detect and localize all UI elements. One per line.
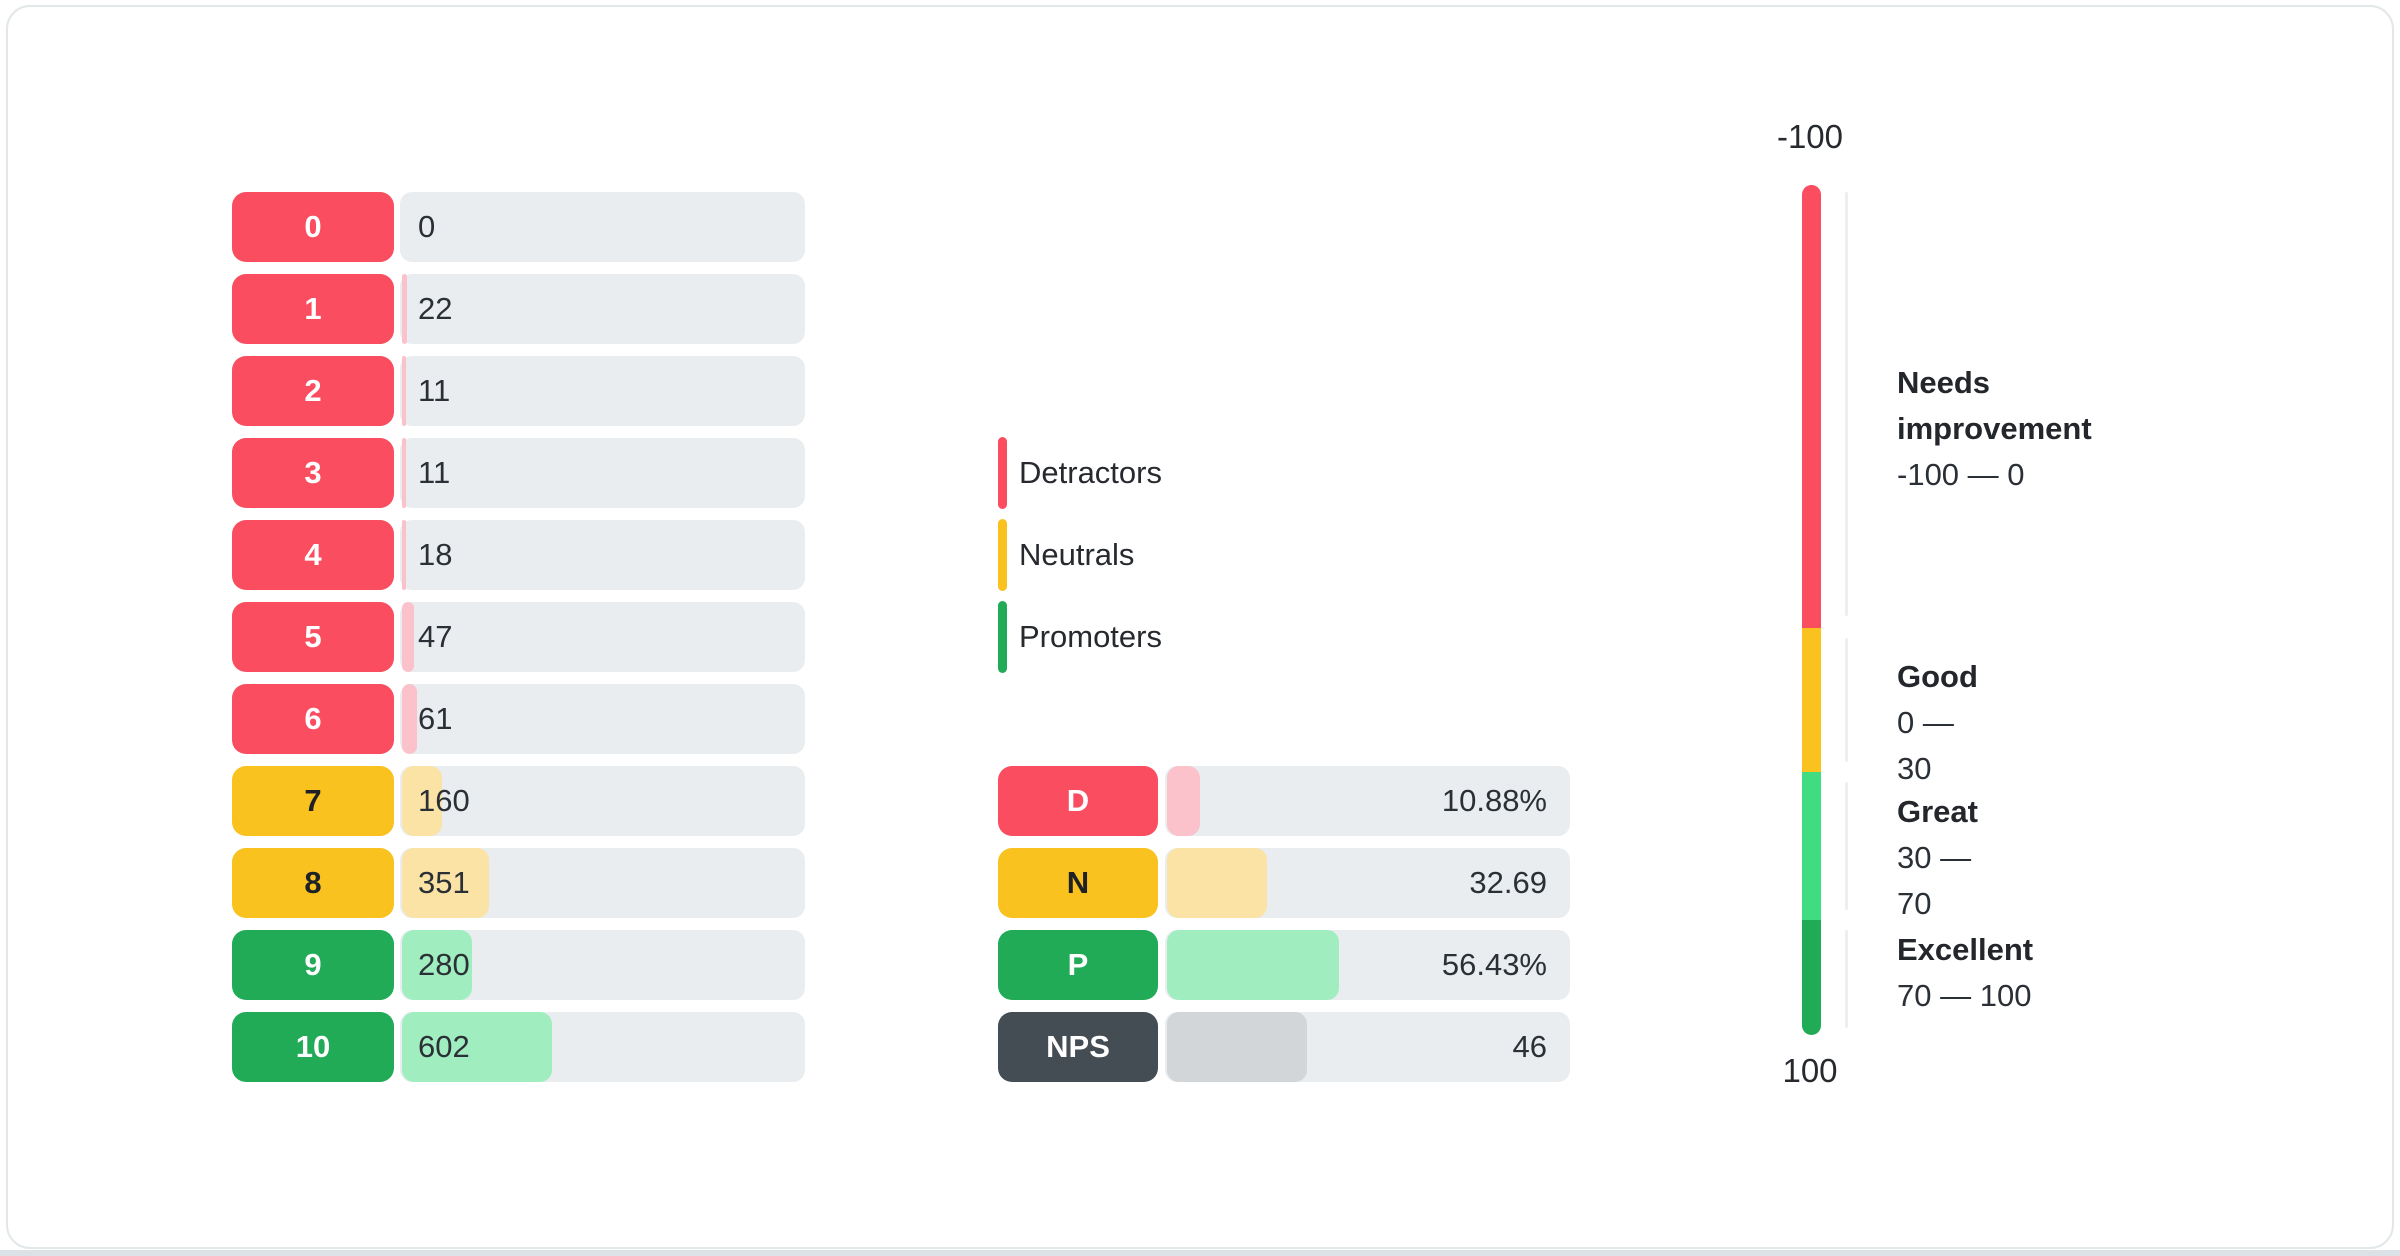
score-badge-9: 9	[232, 930, 394, 1000]
score-value-9: 280	[418, 947, 470, 982]
legend-label-promoter: Promoters	[1019, 619, 1162, 654]
score-value-4: 18	[418, 537, 453, 572]
gauge-zone-label-3: Great 30 — 70	[1897, 789, 1978, 927]
score-bar-3	[402, 438, 406, 508]
gauge-zone-title-1: Needs improvement	[1897, 365, 2092, 446]
page-background-strip	[0, 1250, 2400, 1256]
gauge-zone-range-1: -100 — 0	[1897, 457, 2025, 492]
score-bar-1	[402, 274, 407, 344]
gauge-zone-2	[1802, 628, 1821, 772]
legend-swatch-detractor	[998, 437, 1007, 509]
score-badge-7: 7	[232, 766, 394, 836]
score-track-8: 351	[400, 848, 805, 918]
gauge-axis-segment-2	[1845, 638, 1848, 762]
summary-value-d: 10.88%	[1441, 783, 1547, 818]
score-bar-10	[402, 1012, 552, 1082]
score-badge-4: 4	[232, 520, 394, 590]
score-track-2: 11	[400, 356, 805, 426]
summary-track-p: 56.43%	[1165, 930, 1570, 1000]
summary-bar-nps	[1167, 1012, 1307, 1082]
gauge-zone-1	[1802, 185, 1821, 628]
score-track-10: 602	[400, 1012, 805, 1082]
gauge-zone-label-1: Needs improvement -100 — 0	[1897, 360, 2092, 498]
summary-track-nps: 46	[1165, 1012, 1570, 1082]
score-bar-9	[402, 930, 472, 1000]
score-badge-6: 6	[232, 684, 394, 754]
score-badge-5: 5	[232, 602, 394, 672]
score-track-6: 61	[400, 684, 805, 754]
gauge-max-label: 100	[1782, 1052, 1838, 1089]
gauge-min-label: -100	[1776, 118, 1844, 155]
score-bar-2	[402, 356, 406, 426]
score-badge-8: 8	[232, 848, 394, 918]
legend-swatch-promoter	[998, 601, 1007, 673]
score-value-7: 160	[418, 783, 470, 818]
summary-badge-nps: NPS	[998, 1012, 1158, 1082]
score-track-9: 280	[400, 930, 805, 1000]
score-bar-6	[402, 684, 417, 754]
score-track-7: 160	[400, 766, 805, 836]
score-badge-10: 10	[232, 1012, 394, 1082]
gauge-bar	[1802, 185, 1821, 1035]
score-value-10: 602	[418, 1029, 470, 1064]
score-track-5: 47	[400, 602, 805, 672]
legend-label-neutral: Neutrals	[1019, 537, 1135, 572]
gauge-zone-range-3: 30 — 70	[1897, 840, 1972, 921]
summary-bar-d	[1167, 766, 1200, 836]
score-track-3: 11	[400, 438, 805, 508]
gauge-zone-label-2: Good 0 — 30	[1897, 654, 1978, 792]
score-bar-4	[402, 520, 406, 590]
gauge-zone-label-4: Excellent 70 — 100	[1897, 927, 2033, 1019]
score-value-3: 11	[418, 455, 451, 490]
summary-value-p: 56.43%	[1441, 947, 1547, 982]
score-value-1: 22	[418, 291, 453, 326]
summary-badge-p: P	[998, 930, 1158, 1000]
score-track-0: 0	[400, 192, 805, 262]
gauge-zone-title-2: Good	[1897, 659, 1978, 694]
gauge-zone-range-2: 0 — 30	[1897, 705, 1954, 786]
score-badge-3: 3	[232, 438, 394, 508]
score-bar-5	[402, 602, 414, 672]
gauge-axis-segment-3	[1845, 782, 1848, 910]
summary-bar-n	[1167, 848, 1267, 918]
legend-swatch-neutral	[998, 519, 1007, 591]
score-track-4: 18	[400, 520, 805, 590]
score-value-2: 11	[418, 373, 451, 408]
summary-bar-p	[1167, 930, 1339, 1000]
gauge-zone-range-4: 70 — 100	[1897, 978, 2032, 1013]
summary-badge-n: N	[998, 848, 1158, 918]
summary-track-d: 10.88%	[1165, 766, 1570, 836]
gauge-zone-3	[1802, 772, 1821, 920]
gauge-axis-segment-4	[1845, 930, 1848, 1028]
gauge-zone-title-4: Excellent	[1897, 932, 2034, 967]
summary-track-n: 32.69	[1165, 848, 1570, 918]
score-value-5: 47	[418, 619, 453, 654]
score-value-0: 0	[418, 209, 436, 244]
legend-label-detractor: Detractors	[1019, 455, 1162, 490]
summary-value-n: 32.69	[1469, 865, 1547, 900]
summary-badge-d: D	[998, 766, 1158, 836]
score-badge-2: 2	[232, 356, 394, 426]
score-bar-7	[402, 766, 442, 836]
score-value-8: 351	[418, 865, 470, 900]
score-badge-0: 0	[232, 192, 394, 262]
score-bar-8	[402, 848, 489, 918]
gauge-zone-title-3: Great	[1897, 794, 1978, 829]
gauge-axis-segment-1	[1845, 192, 1848, 616]
score-track-1: 22	[400, 274, 805, 344]
score-badge-1: 1	[232, 274, 394, 344]
gauge-zone-4	[1802, 920, 1821, 1035]
score-value-6: 61	[418, 701, 453, 736]
summary-value-nps: 46	[1512, 1029, 1547, 1064]
